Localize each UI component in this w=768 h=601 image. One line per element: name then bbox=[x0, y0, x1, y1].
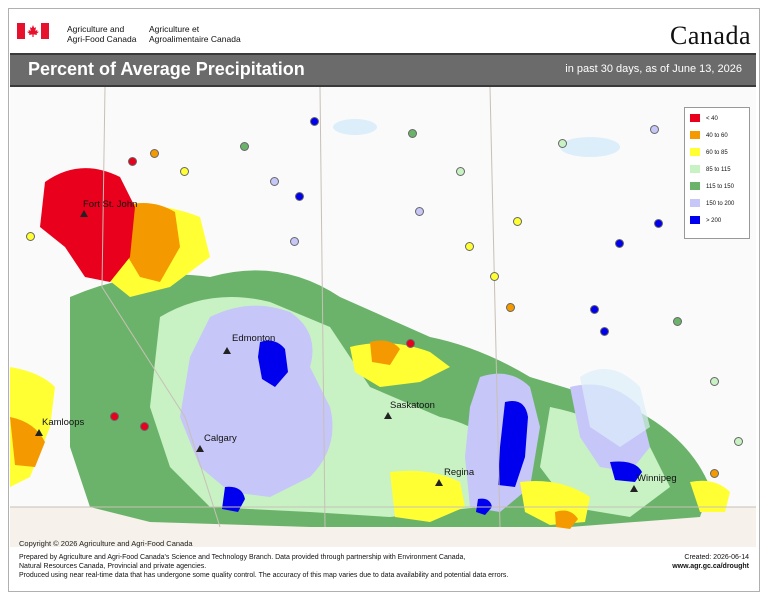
station-marker bbox=[558, 139, 567, 148]
map-canvas bbox=[10, 87, 756, 547]
station-marker bbox=[290, 237, 299, 246]
legend-swatch bbox=[690, 182, 700, 191]
station-marker bbox=[615, 239, 624, 248]
org-name-english: Agriculture and Agri-Food Canada bbox=[67, 24, 136, 44]
station-marker bbox=[590, 305, 599, 314]
station-marker bbox=[673, 317, 682, 326]
legend-label: 60 to 85 bbox=[706, 150, 728, 156]
station-marker bbox=[734, 437, 743, 446]
legend-label: 85 to 115 bbox=[706, 167, 731, 173]
footer-line1: Prepared by Agriculture and Agri-Food Ca… bbox=[19, 554, 466, 561]
header: Agriculture and Agri-Food Canada Agricul… bbox=[9, 9, 759, 53]
footer-line2: Natural Resources Canada, Provincial and… bbox=[19, 563, 207, 570]
city-marker-fort-st-john bbox=[80, 210, 88, 217]
legend-swatch bbox=[690, 216, 700, 225]
footer-notes: Prepared by Agriculture and Agri-Food Ca… bbox=[19, 553, 579, 580]
station-marker bbox=[650, 125, 659, 134]
city-marker-saskatoon bbox=[384, 412, 392, 419]
legend-item: 115 to 150 bbox=[690, 182, 734, 192]
legend-label: < 40 bbox=[706, 116, 718, 122]
legend-item: 150 to 200 bbox=[690, 199, 734, 209]
legend-item: > 200 bbox=[690, 216, 721, 226]
station-marker bbox=[415, 207, 424, 216]
map-legend: < 40 40 to 60 60 to 85 85 to 115 115 to … bbox=[684, 107, 750, 239]
station-marker bbox=[310, 117, 319, 126]
city-marker-calgary bbox=[196, 445, 204, 452]
station-marker bbox=[490, 272, 499, 281]
legend-swatch bbox=[690, 199, 700, 208]
station-marker bbox=[408, 129, 417, 138]
city-label-saskatoon: Saskatoon bbox=[390, 400, 435, 411]
legend-swatch bbox=[690, 165, 700, 174]
station-marker bbox=[270, 177, 279, 186]
legend-label: 115 to 150 bbox=[706, 184, 734, 190]
created-date: Created: 2026-06-14 bbox=[684, 554, 749, 561]
legend-swatch bbox=[690, 114, 700, 123]
legend-swatch bbox=[690, 148, 700, 157]
org-fr-line2: Agroalimentaire Canada bbox=[149, 34, 241, 44]
station-marker bbox=[600, 327, 609, 336]
org-en-line2: Agri-Food Canada bbox=[67, 34, 137, 44]
map-title: Percent of Average Precipitation bbox=[28, 59, 305, 79]
city-label-calgary: Calgary bbox=[204, 433, 237, 444]
station-marker bbox=[506, 303, 515, 312]
map-area[interactable]: Fort St. John Edmonton Kamloops Calgary … bbox=[10, 87, 756, 547]
legend-item: 85 to 115 bbox=[690, 165, 731, 175]
legend-label: 150 to 200 bbox=[706, 201, 735, 207]
legend-item: < 40 bbox=[690, 114, 718, 124]
station-marker bbox=[140, 422, 149, 431]
station-marker bbox=[240, 142, 249, 151]
station-marker bbox=[26, 232, 35, 241]
station-marker bbox=[513, 217, 522, 226]
footer-line3: Produced using near real-time data that … bbox=[19, 572, 509, 579]
canada-flag-icon bbox=[17, 23, 49, 39]
copyright-text: Copyright © 2026 Agriculture and Agri-Fo… bbox=[19, 539, 193, 548]
station-marker bbox=[406, 339, 415, 348]
map-frame: Agriculture and Agri-Food Canada Agricul… bbox=[8, 8, 760, 592]
station-marker bbox=[180, 167, 189, 176]
station-marker bbox=[465, 242, 474, 251]
city-marker-winnipeg bbox=[630, 485, 638, 492]
legend-item: 40 to 60 bbox=[690, 131, 728, 141]
footer-meta: Created: 2026-06-14 www.agr.gc.ca/drough… bbox=[672, 553, 749, 571]
org-en-line1: Agriculture and bbox=[67, 24, 125, 34]
station-marker bbox=[456, 167, 465, 176]
org-fr-line1: Agriculture et bbox=[149, 24, 200, 34]
station-marker bbox=[128, 157, 137, 166]
city-label-regina: Regina bbox=[444, 467, 475, 478]
map-subtitle: in past 30 days, as of June 13, 2026 bbox=[565, 63, 742, 75]
org-name-french: Agriculture et Agroalimentaire Canada bbox=[149, 24, 241, 44]
station-marker bbox=[710, 469, 719, 478]
source-url[interactable]: www.agr.gc.ca/drought bbox=[672, 563, 749, 570]
legend-swatch bbox=[690, 131, 700, 140]
station-marker bbox=[654, 219, 663, 228]
city-marker-kamloops bbox=[35, 429, 43, 436]
title-bar: Percent of Average Precipitation in past… bbox=[10, 53, 756, 87]
city-label-kamloops: Kamloops bbox=[42, 417, 85, 428]
station-marker bbox=[295, 192, 304, 201]
city-label-winnipeg: Winnipeg bbox=[637, 473, 677, 484]
legend-label: > 200 bbox=[706, 218, 722, 224]
station-marker bbox=[150, 149, 159, 158]
canada-wordmark: Canada bbox=[670, 21, 751, 50]
legend-label: 40 to 60 bbox=[706, 133, 728, 139]
city-marker-edmonton bbox=[223, 347, 231, 354]
station-marker bbox=[110, 412, 119, 421]
city-marker-regina bbox=[435, 479, 443, 486]
station-marker bbox=[710, 377, 719, 386]
city-label-edmonton: Edmonton bbox=[232, 333, 276, 344]
legend-item: 60 to 85 bbox=[690, 148, 728, 158]
city-label-fort-st-john: Fort St. John bbox=[83, 199, 138, 210]
